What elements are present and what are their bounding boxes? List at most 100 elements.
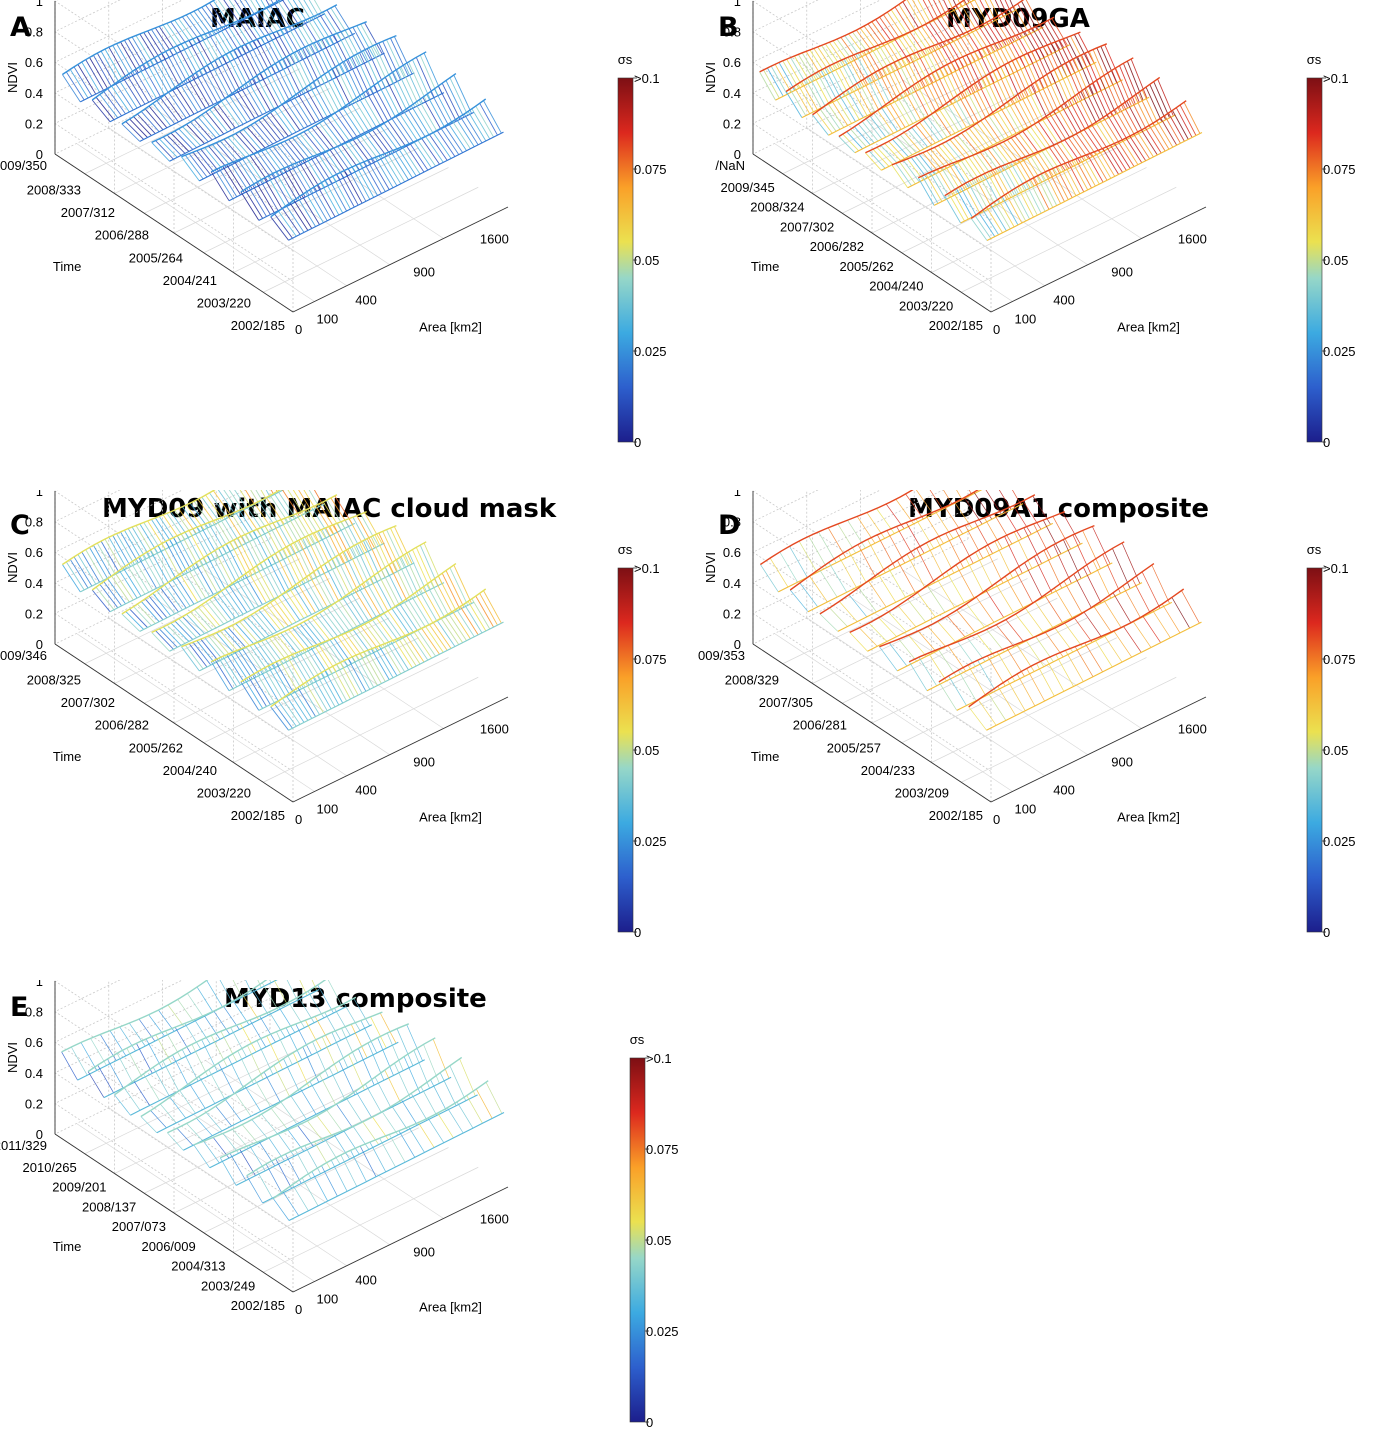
mesh-line (1037, 121, 1055, 146)
mesh-line (1009, 8, 1027, 37)
mesh-line (227, 24, 246, 54)
time-tick-label: 2010/265 (23, 1160, 77, 1175)
mesh-line (959, 34, 976, 62)
mesh-line (248, 81, 267, 113)
mesh-line (888, 101, 906, 128)
mesh-line (958, 58, 976, 93)
mesh-line (393, 36, 413, 75)
mesh-line (995, 583, 1014, 613)
panel-letter: D (718, 510, 741, 541)
mesh-line (955, 5, 973, 33)
mesh-line (854, 84, 872, 115)
mesh-line (62, 74, 81, 103)
mesh-line (1002, 165, 1019, 195)
mesh-line (324, 1012, 341, 1041)
mesh-line (181, 156, 200, 182)
mesh-line (342, 107, 361, 135)
z-tick-label: 1 (36, 490, 43, 499)
mesh-line (770, 65, 788, 95)
mesh-line (952, 7, 969, 35)
mesh-line (944, 506, 964, 535)
ridge-crest (891, 43, 1108, 166)
mesh-line (382, 531, 401, 570)
mesh-line (148, 595, 168, 619)
mesh-line (824, 67, 841, 99)
colorbar-tick-label: 0.05 (1323, 253, 1348, 268)
mesh-line (202, 67, 222, 101)
mesh-line (280, 1101, 298, 1125)
mesh-line (234, 161, 253, 190)
mesh-line (260, 37, 280, 72)
mesh-line (406, 107, 426, 138)
mesh-line (954, 97, 971, 126)
mesh-line (1129, 135, 1147, 162)
mesh-line (947, 645, 966, 672)
mesh-line (779, 551, 798, 583)
time-tick-label: 2003/209 (895, 785, 949, 800)
z-axis-label: NDVI (5, 1042, 20, 1073)
gridline (233, 1147, 449, 1253)
mesh-line (988, 73, 1006, 109)
mesh-line (187, 993, 204, 1018)
gridline (812, 88, 1028, 194)
mesh-line (430, 91, 449, 126)
gridline (903, 570, 1142, 729)
mesh-line (1016, 643, 1035, 672)
mesh-line (418, 99, 438, 132)
mesh-line (237, 649, 257, 678)
mesh-line (809, 49, 827, 76)
ridge (270, 588, 504, 731)
mesh-line (1045, 632, 1064, 658)
mesh-line (203, 1015, 221, 1040)
mesh-line (354, 589, 373, 619)
time-tick-label: 2004/233 (861, 763, 915, 778)
mesh-line (118, 570, 138, 599)
mesh-line (1025, 156, 1043, 183)
mesh-line (173, 47, 192, 82)
gridline (114, 88, 330, 194)
mesh-line (337, 522, 356, 559)
mesh-line (942, 105, 960, 132)
mesh-line (232, 1128, 249, 1149)
ridge-crest (789, 490, 979, 591)
mesh-line (193, 119, 213, 141)
mesh-line (1040, 173, 1058, 206)
gridline (76, 633, 315, 792)
mesh-line (350, 591, 369, 621)
mesh-line (285, 1027, 303, 1060)
panel-e: E MYD13 composite 0 0.2 0.4 0.6 0.8 1 NDVI 2002… (0, 980, 700, 1455)
mesh-line (251, 568, 271, 601)
mesh-line (868, 150, 886, 169)
mesh-line (165, 51, 184, 85)
mesh-line (336, 664, 355, 698)
mesh-line (382, 41, 401, 80)
mesh-line (201, 496, 220, 523)
mesh-line (369, 87, 389, 122)
mesh-line (160, 587, 179, 613)
mesh-line (828, 65, 845, 97)
mesh-line (925, 515, 944, 544)
mesh-line (230, 162, 249, 192)
mesh-line (254, 612, 274, 635)
mesh-line (1083, 155, 1100, 185)
gridline (961, 676, 1177, 783)
mesh-line (855, 53, 872, 83)
area-tick-label: 100 (317, 312, 339, 327)
time-tick-label: 2002/185 (231, 318, 285, 333)
mesh-line (346, 104, 365, 133)
mesh-line (319, 612, 338, 637)
mesh-line (258, 119, 278, 143)
mesh-line (343, 61, 363, 100)
ridge-edge (262, 1094, 478, 1204)
ridge-edge (986, 621, 1202, 731)
mesh-line (295, 135, 315, 159)
mesh-line (134, 69, 153, 101)
mesh-line (386, 39, 405, 78)
mesh-line (193, 1144, 210, 1168)
mesh-line (1030, 126, 1047, 150)
mesh-line (263, 70, 283, 106)
mesh-line (1005, 619, 1025, 643)
mesh-line (305, 192, 324, 223)
mesh-line (1017, 186, 1034, 218)
mesh-line (316, 79, 336, 114)
